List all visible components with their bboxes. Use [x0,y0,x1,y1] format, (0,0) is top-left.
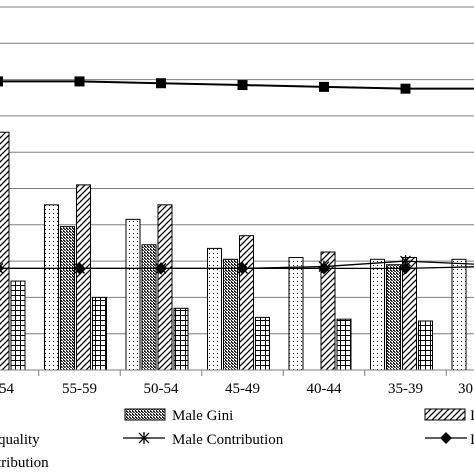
bar-dots [288,256,304,371]
x-axis: 54 55-59 50-54 45-49 40-44 35-39 30 [0,369,474,397]
point-squares [237,80,248,91]
bar-grid [10,280,26,371]
legend-marker-diamond [440,432,452,444]
bars [0,131,467,371]
bar-grid [336,318,352,371]
x-tick-label: 55-59 [62,381,97,397]
bar-dots [44,204,59,371]
x-tick-label: 54 [0,381,15,397]
legend-label-tribution: tribution [0,455,49,471]
point-male_contribution [399,255,412,268]
bar-diag [157,204,173,371]
bar-diag [239,235,254,371]
x-tick-label: 40-44 [307,381,342,397]
bar-dots [370,258,385,371]
x-tick-label: 35-39 [388,381,423,397]
x-tick-label: 45-49 [225,381,260,397]
point-diamonds [73,262,86,275]
point-diamonds [0,264,4,273]
bar-grid [92,296,107,371]
point-diamonds [155,262,167,275]
bar-grid [173,307,189,371]
legend-swatch-diagonal [424,408,466,421]
point-diamonds [318,262,330,275]
bar-male_gini [386,264,401,371]
point-squares [319,81,329,92]
legend-label-male-contribution: Male Contribution [172,432,284,448]
point-squares [400,83,411,94]
bar-dots [451,258,467,371]
legend-label-quality: quality [0,432,40,448]
point-squares [0,76,3,87]
bar-dots [125,218,141,371]
point-squares [156,78,166,89]
line-squares [0,80,474,90]
legend-label-diamond: I [470,432,474,448]
legend-swatch-male-gini [124,408,166,421]
line-diamonds [0,266,474,270]
bar-male_gini [60,226,75,371]
bar-diag [402,256,417,371]
x-tick-label: 30 [458,381,473,397]
legend-label-male-gini: Male Gini [172,408,233,424]
point-squares [74,76,85,87]
bar-grid [255,316,270,371]
point-diamonds [236,262,249,275]
bar-male_gini [141,244,157,371]
bar-diag [0,131,10,371]
line-series [0,76,474,444]
bar-male_gini [223,258,238,371]
bar-diag [76,184,91,371]
bar-grid [418,320,433,371]
point-diamonds [399,262,412,275]
legend-label-diagonal: I [470,408,474,424]
bar-dots [207,247,222,371]
x-tick-label: 50-54 [144,381,179,397]
